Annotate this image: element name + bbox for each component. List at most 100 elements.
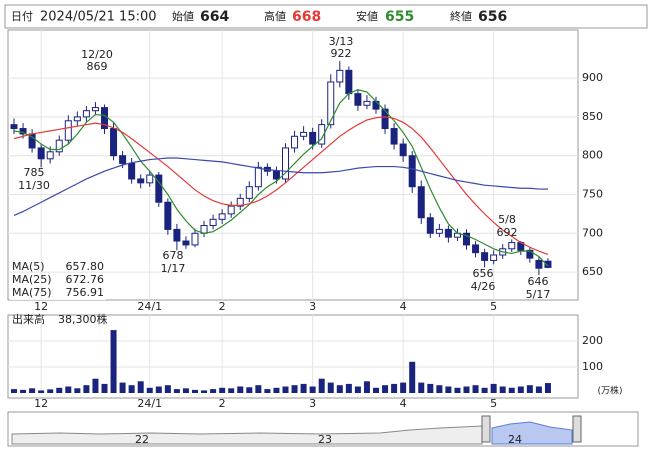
volume-bar xyxy=(282,386,289,393)
volume-bar xyxy=(56,387,63,393)
legend-value: 756.91 xyxy=(66,286,105,299)
x-tick-label: 3 xyxy=(309,397,316,410)
navigator-window xyxy=(491,421,573,445)
volume-bar xyxy=(83,385,90,393)
volume-bar xyxy=(182,388,189,393)
volume-bar xyxy=(164,385,171,393)
candle-body xyxy=(300,131,308,137)
y-tick-label: 750 xyxy=(582,187,603,200)
candle-body xyxy=(282,147,289,180)
ma-line xyxy=(13,116,549,255)
annotation: 678 xyxy=(163,249,184,262)
volume-bar xyxy=(363,381,370,393)
y-tick-label: 100 xyxy=(582,360,603,373)
volume-bar xyxy=(128,385,135,393)
candle-body xyxy=(128,162,136,180)
y-tick-label: 700 xyxy=(582,226,603,239)
volume-bar xyxy=(11,389,17,393)
volume-bar xyxy=(264,389,271,393)
volume-bar xyxy=(526,385,533,393)
volume-bar xyxy=(237,386,244,393)
legend-name: MA(5) xyxy=(12,260,45,273)
x-tick-label: 12 xyxy=(34,300,48,313)
candle-body xyxy=(435,228,443,234)
candle-body xyxy=(272,170,280,180)
volume-bar xyxy=(418,382,425,393)
annotation: 3/13 xyxy=(329,35,354,48)
legend-value: 657.80 xyxy=(66,260,105,273)
volume-bar xyxy=(499,386,506,393)
legend-value: 672.76 xyxy=(66,273,105,286)
volume-bar xyxy=(101,383,108,393)
volume-bar xyxy=(219,387,226,393)
legend-name: MA(75) xyxy=(12,286,52,299)
x-tick-label: 5 xyxy=(490,300,497,313)
candle-body xyxy=(10,124,18,130)
navigator-handle[interactable] xyxy=(572,415,582,443)
candle-body xyxy=(417,186,425,219)
navigator-label: 23 xyxy=(318,433,332,446)
x-tick-label: 2 xyxy=(219,397,226,410)
candle-body xyxy=(345,69,353,95)
candle-body xyxy=(390,128,398,145)
volume-bar xyxy=(508,387,515,393)
candle-body xyxy=(399,143,407,157)
volume-bar xyxy=(74,388,81,393)
candle-body xyxy=(146,174,154,184)
y-tick-label: 650 xyxy=(582,265,603,278)
volume-bar xyxy=(146,387,153,393)
header-close: 656 xyxy=(478,9,507,25)
candle-body xyxy=(535,259,543,269)
candle-body xyxy=(381,108,389,130)
volume-bar xyxy=(345,383,352,393)
annotation: 12/20 xyxy=(81,48,113,61)
candle-body xyxy=(472,244,480,254)
annotation: 5/8 xyxy=(498,213,516,226)
candle-body xyxy=(91,107,99,112)
volume-bar xyxy=(382,385,389,393)
candle-body xyxy=(236,197,244,207)
candle-body xyxy=(64,120,72,141)
annotation: 5/17 xyxy=(526,288,551,301)
candle-body xyxy=(73,116,81,122)
volume-unit: (万株) xyxy=(597,385,622,397)
navigator-handle[interactable] xyxy=(481,415,491,443)
navigator xyxy=(7,411,639,447)
volume-bar xyxy=(291,385,298,393)
volume-bar xyxy=(463,386,470,393)
legend-name: MA(25) xyxy=(12,273,52,286)
volume-bar xyxy=(454,387,461,393)
candle-body xyxy=(481,252,489,261)
candle-body xyxy=(490,254,498,261)
candle-body xyxy=(110,128,118,157)
volume-bar xyxy=(336,385,343,393)
x-tick-label: 5 xyxy=(490,397,497,410)
y-tick-label: 850 xyxy=(582,110,603,123)
ma-line xyxy=(13,157,548,216)
y-tick-label: 800 xyxy=(582,149,603,162)
candle-body xyxy=(191,232,199,246)
ma-legend-box xyxy=(10,260,106,300)
x-tick-label: 4 xyxy=(400,397,407,410)
header-open: 664 xyxy=(200,9,229,25)
candle-body xyxy=(182,240,190,246)
volume-bar xyxy=(481,387,488,393)
volume-bar xyxy=(192,389,198,393)
candle-body xyxy=(336,69,344,83)
volume-bar xyxy=(373,387,379,393)
volume-bar xyxy=(535,386,542,393)
volume-bar xyxy=(173,389,180,393)
candle-body xyxy=(426,217,434,234)
y-tick-label: 900 xyxy=(582,71,603,84)
volume-latest: 38,300株 xyxy=(58,312,108,326)
volume-bar xyxy=(445,386,452,393)
candle-body xyxy=(354,93,362,106)
volume-bar xyxy=(490,383,497,393)
volume-bar xyxy=(255,385,262,393)
x-tick-label: 12 xyxy=(34,397,48,410)
navigator-history xyxy=(11,425,483,445)
candle-body xyxy=(173,228,181,242)
candle-body xyxy=(82,110,90,118)
volume-bar xyxy=(210,389,217,393)
candle-body xyxy=(155,174,163,203)
